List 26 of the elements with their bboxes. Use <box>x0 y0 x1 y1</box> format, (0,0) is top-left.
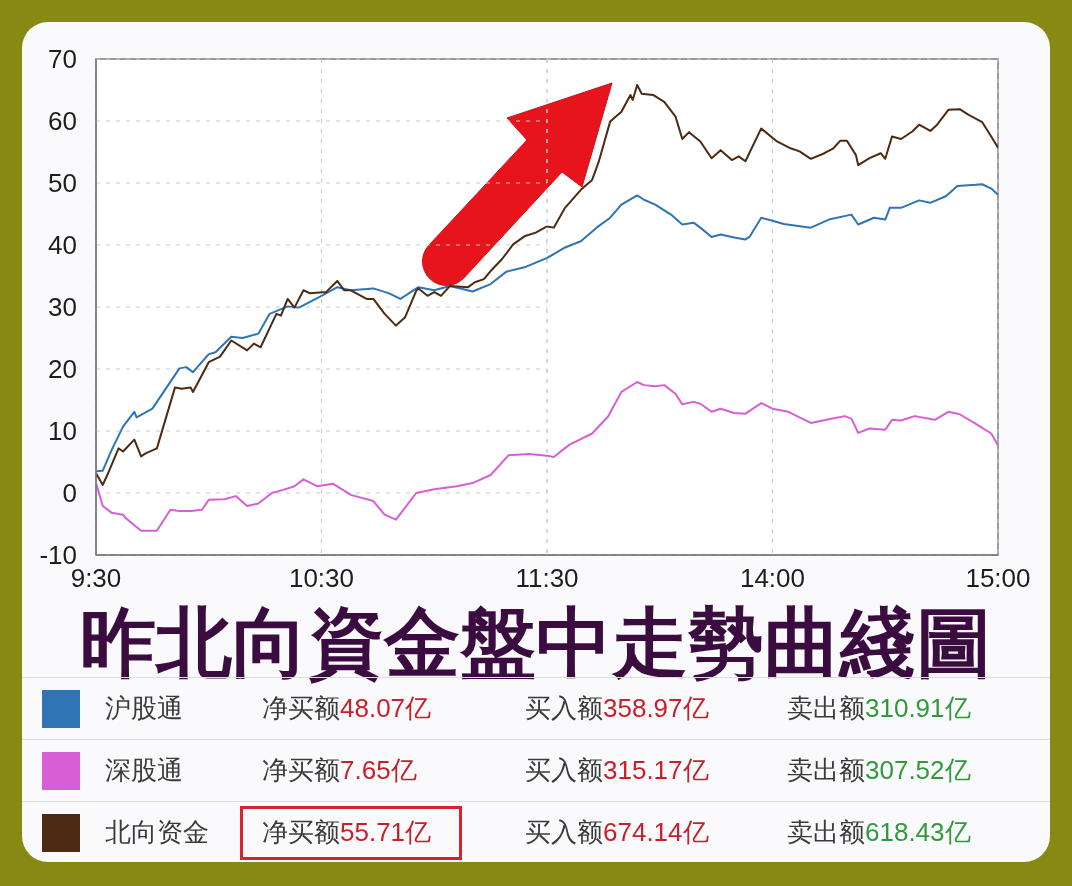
legend-label: 沪股通 <box>105 692 183 724</box>
x-tick-label: 15:00 <box>965 563 1031 594</box>
legend-label: 深股通 <box>105 754 183 786</box>
text: 卖出额307.52亿 <box>787 755 971 785</box>
text: 净买额55.71亿 <box>262 817 432 847</box>
text: 卖出额310.91亿 <box>787 693 971 723</box>
x-tick-label: 11:30 <box>515 563 579 594</box>
y-tick-label: 0 <box>62 478 77 509</box>
x-tick-label: 14:00 <box>739 563 806 594</box>
y-tick-label: 50 <box>48 168 77 199</box>
y-tick-label: 40 <box>48 230 77 261</box>
text: 买入额315.17亿 <box>525 755 709 785</box>
x-tick-label: 9:30 <box>70 563 122 594</box>
text: 昨北向資金盤中走勢曲綫圖 <box>79 600 993 685</box>
text: 净买额7.65亿 <box>262 755 417 785</box>
text: 净买额48.07亿 <box>262 693 432 723</box>
y-tick-label: 30 <box>48 292 77 323</box>
y-tick-label: 20 <box>48 354 77 385</box>
legend-label: 北向资金 <box>105 816 209 848</box>
text: 卖出额618.43亿 <box>787 817 971 847</box>
y-tick-label: 70 <box>48 44 77 75</box>
text: 买入额674.14亿 <box>525 817 709 847</box>
text: 买入额358.97亿 <box>525 693 709 723</box>
y-tick-label: 60 <box>48 106 77 137</box>
y-tick-label: 10 <box>48 416 77 447</box>
x-tick-label: 10:30 <box>288 563 355 594</box>
